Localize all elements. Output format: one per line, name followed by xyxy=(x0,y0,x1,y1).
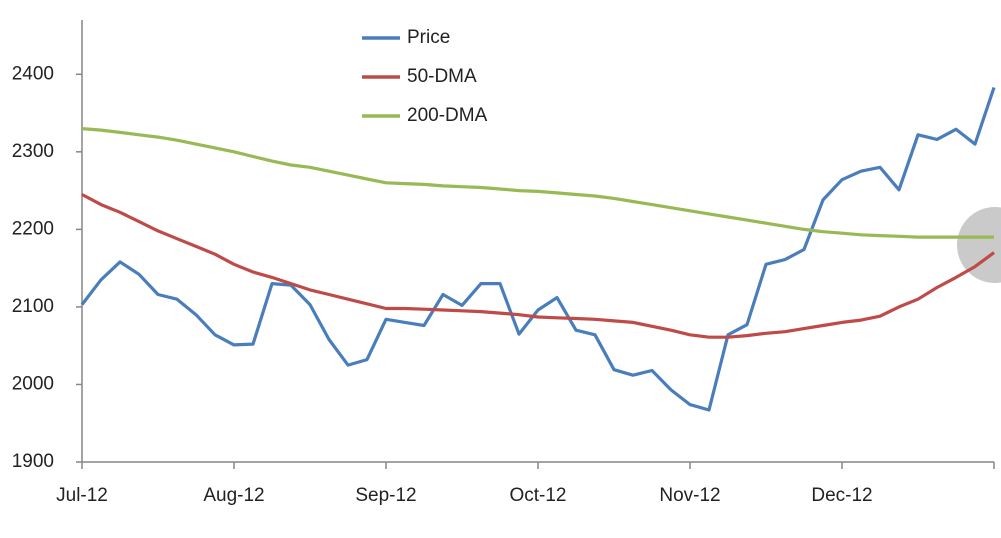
y-tick-label: 1900 xyxy=(12,451,54,472)
highlight-circle xyxy=(957,207,1001,283)
line-series xyxy=(80,86,996,412)
y-tick-label: 2000 xyxy=(12,373,54,394)
legend-label: Price xyxy=(407,27,450,48)
x-tick-label: Dec-12 xyxy=(811,485,872,506)
x-tick-label: Aug-12 xyxy=(203,485,264,506)
x-tick-label: Oct-12 xyxy=(509,485,566,506)
y-tick-label: 2300 xyxy=(12,141,54,162)
line-series xyxy=(81,127,994,239)
x-tick-label: Jul-12 xyxy=(56,485,108,506)
y-tick-label: 2100 xyxy=(12,296,54,317)
line-series xyxy=(81,193,995,339)
y-tick-label: 2400 xyxy=(12,63,54,84)
legend-label: 50-DMA xyxy=(407,66,477,87)
x-tick-label: Sep-12 xyxy=(355,485,416,506)
x-tick-label: Nov-12 xyxy=(659,485,720,506)
legend-label: 200-DMA xyxy=(407,105,488,126)
y-tick-label: 2200 xyxy=(12,218,54,239)
